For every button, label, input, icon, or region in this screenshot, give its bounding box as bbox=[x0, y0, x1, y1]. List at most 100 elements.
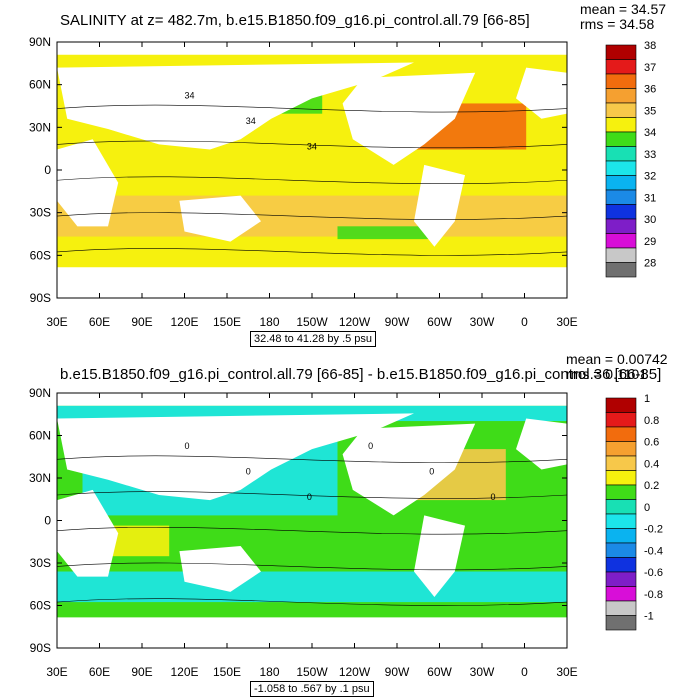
panel2-colorbar-label: -0.4 bbox=[644, 545, 663, 557]
panel1-colorbar-label: 29 bbox=[644, 236, 656, 248]
panel2-colorbar-box bbox=[605, 542, 637, 558]
panel1-colorbar-box bbox=[605, 204, 637, 220]
panel2-colorbar-label: -0.6 bbox=[644, 567, 663, 579]
panel2-lon-tick-label: 30E bbox=[556, 665, 577, 679]
panel2-colorbar-box bbox=[605, 499, 637, 515]
panel2-lon-tick-label: 180 bbox=[259, 665, 279, 679]
panel2-lat-tick-label: 60S bbox=[30, 599, 51, 613]
panel2-contour-line bbox=[56, 598, 568, 606]
panel1-lon-tick-label: 180 bbox=[259, 315, 279, 329]
panel1-lon-tick-label: 90E bbox=[131, 315, 152, 329]
panel2-land-mass bbox=[57, 413, 414, 501]
panel1-colorbar-label: 28 bbox=[644, 258, 656, 270]
panel1-contour-label: 34 bbox=[185, 90, 195, 100]
panel1-lat-tick-label: 60S bbox=[30, 248, 51, 262]
panel2-colorbar-box bbox=[605, 412, 637, 428]
panel2-colorbar-box bbox=[605, 586, 637, 602]
panel1-contour-line bbox=[56, 212, 568, 220]
panel1-colorbar-label: 36 bbox=[644, 84, 656, 96]
panel2-land-mass bbox=[57, 489, 119, 577]
panel1-lon-tick-label: 90W bbox=[385, 315, 410, 329]
panel2-lat-tick-label: 60N bbox=[29, 429, 51, 443]
panel2-colorbar-label: 0.6 bbox=[644, 437, 659, 449]
panel1-lat-tick-label: 30N bbox=[29, 120, 51, 134]
panel2-contour-line bbox=[56, 491, 568, 499]
panel1-land-mass bbox=[57, 139, 119, 227]
panel1-land-mass bbox=[516, 67, 567, 119]
panel2-map: 0 0 0 0 0 0 90N 60N 30N 0 30S 60S 90S 30E 60E 90E 120E 15… bbox=[29, 386, 663, 679]
panel1-contour-info: 32.48 to 41.28 by .5 psu bbox=[250, 331, 377, 347]
panel2-land-mass bbox=[179, 546, 261, 592]
panel1-colorbar-label: 38 bbox=[644, 40, 656, 52]
panel2-colorbar-box bbox=[605, 441, 637, 457]
panel2-lon-tick-label: 120W bbox=[339, 665, 371, 679]
panel1-colorbar-box bbox=[605, 102, 637, 118]
panel1-lon-tick-label: 30E bbox=[556, 315, 577, 329]
panel1-land-mass bbox=[57, 62, 414, 150]
panel1-lat-tick-label: 90S bbox=[30, 291, 51, 305]
panel1-lon-tick-label: 30E bbox=[46, 315, 67, 329]
panel2-lat-tick-label: 30N bbox=[29, 471, 51, 485]
panel1-colorbar-box bbox=[605, 117, 637, 133]
panel2-colorbar-box bbox=[605, 528, 637, 544]
panel2-colorbar-box bbox=[605, 397, 637, 413]
panel1-colorbar-label: 35 bbox=[644, 105, 656, 117]
panel1-field-region bbox=[57, 195, 567, 237]
panel1-colorbar-box bbox=[605, 73, 637, 89]
panel1-lon-tick-label: 150W bbox=[296, 315, 328, 329]
panel2-lon-tick-label: 0 bbox=[521, 665, 528, 679]
panel2-lon-tick-label: 150E bbox=[213, 665, 241, 679]
panel2-lat-tick-label: 90N bbox=[29, 386, 51, 400]
panel1-colorbar-box bbox=[605, 146, 637, 162]
panel2-colorbar-label: 0.4 bbox=[644, 458, 659, 470]
panel1-colorbar-box bbox=[605, 233, 637, 249]
panel1-rms: rms = 34.58 bbox=[580, 16, 655, 32]
panel1-lat-tick-label: 90N bbox=[29, 35, 51, 49]
panel1-colorbar-box bbox=[605, 59, 637, 75]
panel1-colorbar-box bbox=[605, 218, 637, 234]
panel2-colorbar-box bbox=[605, 615, 637, 631]
panel2-contour-line bbox=[56, 526, 568, 535]
panel1-colorbar-box bbox=[605, 189, 637, 205]
panel2-mean: mean = 0.00742 bbox=[566, 351, 668, 367]
panel2-colorbar-label: -0.8 bbox=[644, 589, 663, 601]
panel2-colorbar-box bbox=[605, 455, 637, 471]
panel1-land-mass bbox=[179, 195, 261, 242]
panel1-contour-line bbox=[56, 176, 568, 185]
panel2-contour-label: 0 bbox=[246, 467, 251, 477]
panel2-contour-line bbox=[56, 562, 568, 571]
panel2-colorbar-box bbox=[605, 571, 637, 587]
panel1-colorbar-box bbox=[605, 262, 637, 278]
panel2-contour-label: 0 bbox=[368, 441, 373, 451]
panel1-land-mass bbox=[342, 72, 476, 165]
panel1-lat-tick-label: 60N bbox=[29, 78, 51, 92]
panel1-lat-tick-label: 30S bbox=[30, 206, 51, 220]
panel1-contour-line bbox=[56, 248, 568, 256]
panel1-contour-line bbox=[56, 104, 568, 113]
panel1-colorbar-label: 30 bbox=[644, 214, 656, 226]
panel2-colorbar-box bbox=[605, 513, 637, 529]
panel2-lon-tick-label: 60W bbox=[427, 665, 452, 679]
panel2-colorbar-label: -0.2 bbox=[644, 524, 663, 536]
panel2-lon-tick-label: 30W bbox=[470, 665, 495, 679]
panel2-colorbar-label: 0.2 bbox=[644, 480, 659, 492]
panel2-land-mass bbox=[342, 423, 476, 516]
panel1-colorbar-box bbox=[605, 131, 637, 147]
panel1-mean: mean = 34.57 bbox=[580, 1, 667, 17]
panel2-title: b.e15.B1850.f09_g16.pi_control.all.79 [6… bbox=[60, 366, 662, 383]
panel1-lon-tick-label: 120E bbox=[170, 315, 198, 329]
panel1-contour-label: 34 bbox=[307, 142, 317, 152]
panel2-lat-tick-label: 30S bbox=[30, 556, 51, 570]
panel2-land-mass bbox=[516, 418, 567, 470]
panel1-colorbar-label: 32 bbox=[644, 171, 656, 183]
panel2-lon-tick-label: 120E bbox=[170, 665, 198, 679]
panel1-lon-tick-label: 30W bbox=[470, 315, 495, 329]
panel1-colorbar-box bbox=[605, 175, 637, 191]
panel2-contour-label: 0 bbox=[491, 492, 496, 502]
panel1-title: SALINITY at z= 482.7m, b.e15.B1850.f09_g… bbox=[60, 12, 530, 29]
panel1-lon-tick-label: 60W bbox=[427, 315, 452, 329]
panel1-colorbar-label: 31 bbox=[644, 192, 656, 204]
panel1-lon-tick-label: 0 bbox=[521, 315, 528, 329]
panel2-lon-tick-label: 60E bbox=[89, 665, 110, 679]
